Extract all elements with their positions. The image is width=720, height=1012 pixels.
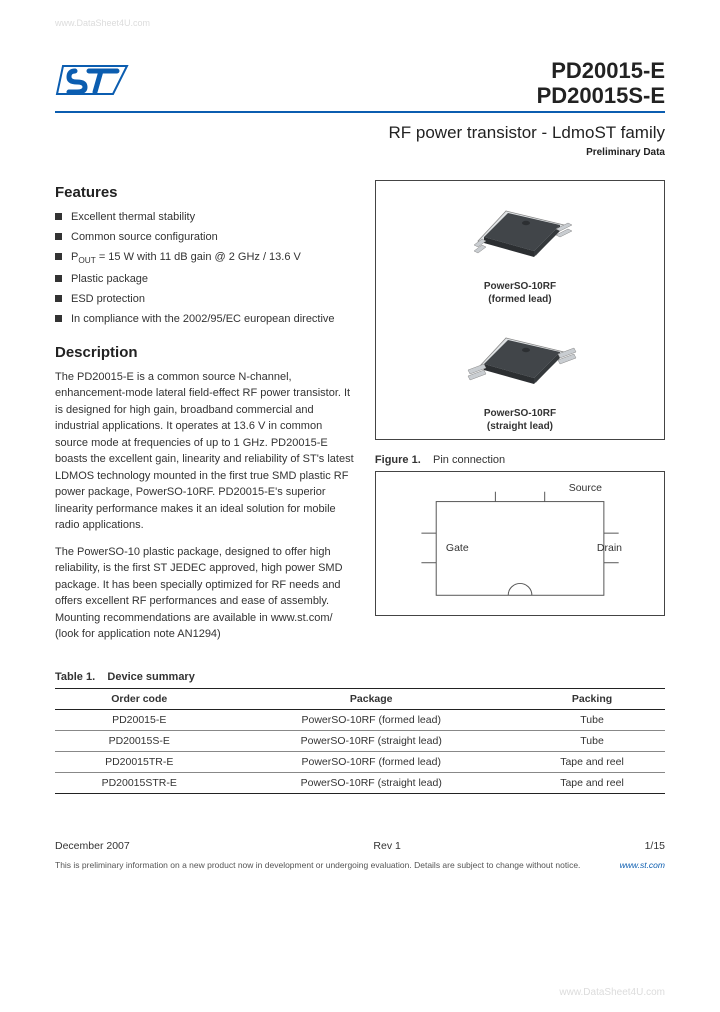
table-cell: Tube: [519, 730, 665, 751]
table-cell: Tube: [519, 709, 665, 730]
description-p2: The PowerSO-10 plastic package, designed…: [55, 544, 357, 643]
table-cell: PowerSO-10RF (straight lead): [223, 772, 519, 793]
description-p1: The PD20015-E is a common source N-chann…: [55, 369, 357, 534]
table-cell: PowerSO-10RF (straight lead): [223, 730, 519, 751]
pin-gate-label: Gate: [446, 542, 469, 554]
pin-source-label: Source: [569, 482, 602, 494]
package1-label: PowerSO-10RF(formed lead): [384, 280, 656, 306]
part-numbers: PD20015-E PD20015S-E: [537, 58, 665, 109]
feature-item: POUT = 15 W with 11 dB gain @ 2 GHz / 13…: [55, 249, 357, 268]
table-header-cell: Package: [223, 688, 519, 709]
table-cell: PD20015STR-E: [55, 772, 223, 793]
package2-label: PowerSO-10RF(straight lead): [384, 407, 656, 433]
table-cell: PowerSO-10RF (formed lead): [223, 709, 519, 730]
package-straight-icon: [455, 318, 585, 403]
table-cell: PD20015S-E: [55, 730, 223, 751]
device-summary-table: Order codePackagePacking PD20015-EPowerS…: [55, 688, 665, 794]
part-number-2: PD20015S-E: [537, 83, 665, 108]
table-cell: PowerSO-10RF (formed lead): [223, 751, 519, 772]
package-box: PowerSO-10RF(formed lead) PowerSO-10RF(s: [375, 180, 665, 440]
footer-page: 1/15: [645, 840, 665, 852]
table-cell: Tape and reel: [519, 772, 665, 793]
pin-drain-label: Drain: [597, 542, 622, 554]
footer-rev: Rev 1: [373, 840, 400, 852]
watermark-top: www.DataSheet4U.com: [55, 18, 150, 28]
table-header-cell: Packing: [519, 688, 665, 709]
table-cell: PD20015-E: [55, 709, 223, 730]
subtitle-block: RF power transistor - LdmoST family Prel…: [55, 123, 665, 158]
feature-item: ESD protection: [55, 291, 357, 308]
table-header-cell: Order code: [55, 688, 223, 709]
footer-row: December 2007 Rev 1 1/15: [55, 840, 665, 852]
feature-item: In compliance with the 2002/95/EC europe…: [55, 311, 357, 328]
part-number-1: PD20015-E: [537, 58, 665, 83]
header: PD20015-E PD20015S-E: [55, 58, 665, 113]
pin-connection-diagram: Source Gate Drain: [375, 471, 665, 616]
feature-item: Common source configuration: [55, 229, 357, 246]
features-heading: Features: [55, 184, 357, 201]
package-formed-icon: [455, 191, 585, 276]
table-cell: Tape and reel: [519, 751, 665, 772]
feature-item: Excellent thermal stability: [55, 209, 357, 226]
figure1-caption: Figure 1. Pin connection: [375, 454, 665, 466]
st-logo-icon: [55, 58, 143, 102]
preliminary-label: Preliminary Data: [55, 147, 665, 158]
doc-subtitle: RF power transistor - LdmoST family: [55, 123, 665, 143]
feature-item: Plastic package: [55, 271, 357, 288]
table-row: PD20015S-EPowerSO-10RF (straight lead)Tu…: [55, 730, 665, 751]
footer-date: December 2007: [55, 840, 130, 852]
watermark-bottom: www.DataSheet4U.com: [559, 987, 665, 998]
description-heading: Description: [55, 344, 357, 361]
table-row: PD20015STR-EPowerSO-10RF (straight lead)…: [55, 772, 665, 793]
description-body: The PD20015-E is a common source N-chann…: [55, 369, 357, 643]
logo: [55, 58, 143, 102]
table1-caption: Table 1. Device summary: [55, 671, 665, 683]
features-list: Excellent thermal stability Common source…: [55, 209, 357, 328]
table-cell: PD20015TR-E: [55, 751, 223, 772]
footer-disclaimer: This is preliminary information on a new…: [55, 860, 665, 871]
footer-link[interactable]: www.st.com: [620, 860, 665, 871]
table-row: PD20015TR-EPowerSO-10RF (formed lead)Tap…: [55, 751, 665, 772]
table-row: PD20015-EPowerSO-10RF (formed lead)Tube: [55, 709, 665, 730]
